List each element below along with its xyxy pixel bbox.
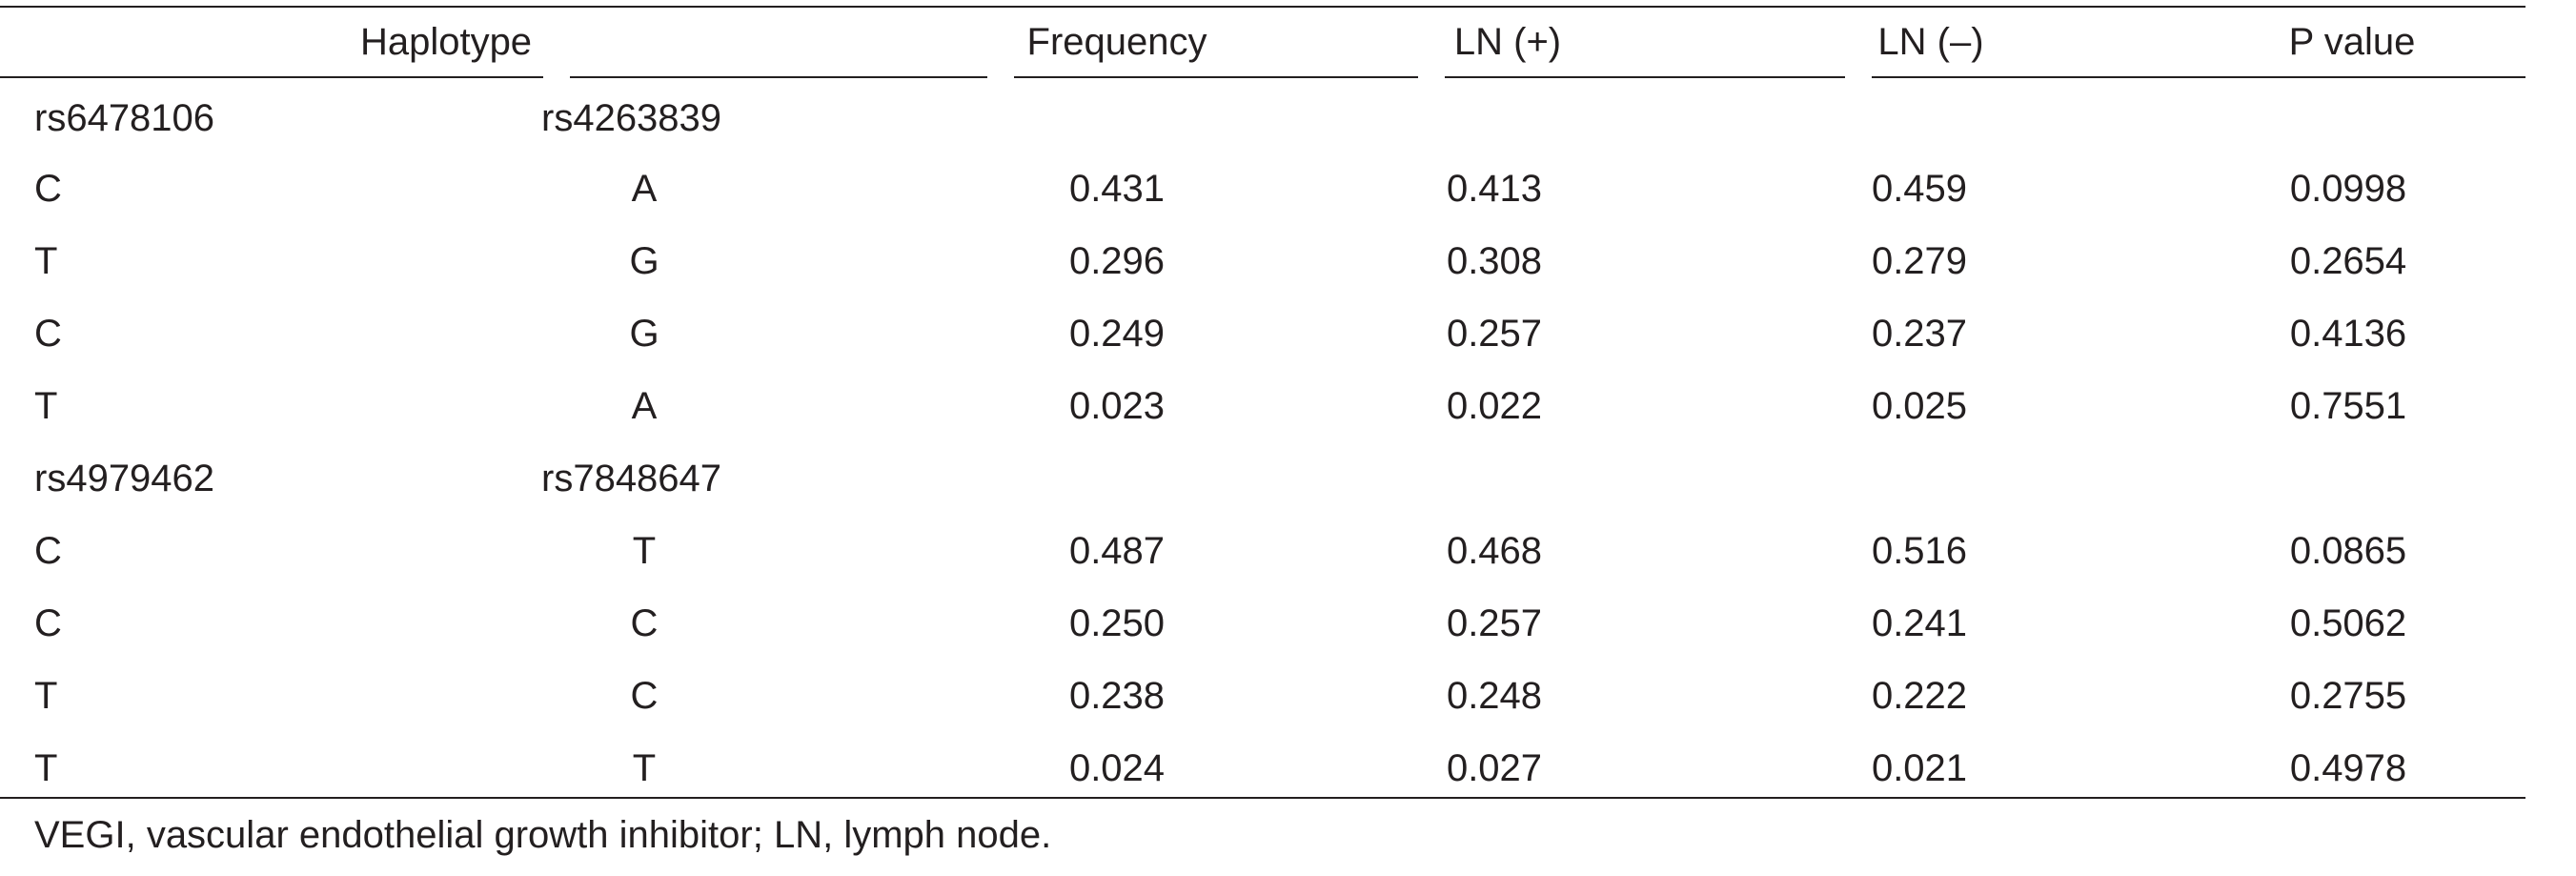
table-cell-freq: 0.250 — [1068, 602, 1166, 644]
table-cell-freq: 0.023 — [1068, 385, 1166, 427]
table-cell-b: G — [629, 313, 659, 355]
table-cell-lnn: 0.021 — [1871, 747, 1968, 789]
table-cell-b: G — [629, 240, 659, 282]
header-rule-gap — [1845, 76, 1872, 78]
table-cell-a: T — [34, 385, 58, 427]
table-cell-lnn: 0.025 — [1871, 385, 1968, 427]
table-cell-a: C — [34, 602, 62, 644]
table-cell-lnp: 0.308 — [1446, 240, 1543, 282]
table-cell-a: C — [34, 313, 62, 355]
header-p-value: P value — [2288, 21, 2416, 63]
table-top-rule — [0, 6, 2525, 8]
table-cell-p: 0.2654 — [2289, 240, 2407, 282]
table-cell-freq: 0.249 — [1068, 313, 1166, 355]
table-cell-a: C — [34, 530, 62, 572]
header-haplotype: Haplotype — [359, 21, 533, 63]
table-cell-lnp: 0.413 — [1446, 168, 1543, 210]
table-cell-a: T — [34, 747, 58, 789]
table-cell-lnp: 0.468 — [1446, 530, 1543, 572]
table-cell-freq: 0.238 — [1068, 675, 1166, 717]
table-cell-p: 0.2755 — [2289, 675, 2407, 717]
table-cell-freq: 0.024 — [1068, 747, 1166, 789]
header-rule — [0, 76, 2525, 78]
table-cell-b: T — [632, 747, 657, 789]
table-cell-p: 0.4136 — [2289, 313, 2407, 355]
table-cell-a: T — [34, 240, 58, 282]
table-cell-lnn: 0.241 — [1871, 602, 1968, 644]
table-cell-lnn: 0.279 — [1871, 240, 1968, 282]
header-rule-gap — [543, 76, 570, 78]
table-cell-lnp: 0.022 — [1446, 385, 1543, 427]
table-cell-lnp: 0.027 — [1446, 747, 1543, 789]
table-cell-p: 0.0998 — [2289, 168, 2407, 210]
table-cell-lnn: 0.516 — [1871, 530, 1968, 572]
table-cell-p: 0.5062 — [2289, 602, 2407, 644]
table-cell-b: T — [632, 530, 657, 572]
table-cell-freq: 0.431 — [1068, 168, 1166, 210]
table-cell-p: 0.4978 — [2289, 747, 2407, 789]
table-cell-a: T — [34, 675, 58, 717]
header-rule-gap — [1418, 76, 1445, 78]
header-frequency: Frequency — [1026, 21, 1207, 63]
snp-label: rs4263839 — [541, 97, 722, 139]
table-cell-lnp: 0.257 — [1446, 602, 1543, 644]
table-cell-freq: 0.296 — [1068, 240, 1166, 282]
table-cell-freq: 0.487 — [1068, 530, 1166, 572]
table-cell-lnn: 0.222 — [1871, 675, 1968, 717]
header-rule-gap — [987, 76, 1014, 78]
table-cell-lnn: 0.459 — [1871, 168, 1968, 210]
snp-label: rs7848647 — [541, 458, 722, 499]
snp-label: rs4979462 — [34, 458, 215, 499]
table-cell-lnp: 0.248 — [1446, 675, 1543, 717]
table-bottom-rule — [0, 797, 2525, 799]
snp-label: rs6478106 — [34, 97, 215, 139]
header-ln-negative: LN (–) — [1877, 21, 1984, 63]
header-ln-positive: LN (+) — [1453, 21, 1562, 63]
table-cell-lnn: 0.237 — [1871, 313, 1968, 355]
table-cell-p: 0.7551 — [2289, 385, 2407, 427]
table-cell-a: C — [34, 168, 62, 210]
table-footnote: VEGI, vascular endothelial growth inhibi… — [34, 814, 1052, 856]
table-cell-p: 0.0865 — [2289, 530, 2407, 572]
table-cell-b: C — [630, 602, 659, 644]
table-cell-b: A — [631, 168, 658, 210]
table-cell-b: C — [630, 675, 659, 717]
table-cell-b: A — [631, 385, 658, 427]
table-cell-lnp: 0.257 — [1446, 313, 1543, 355]
